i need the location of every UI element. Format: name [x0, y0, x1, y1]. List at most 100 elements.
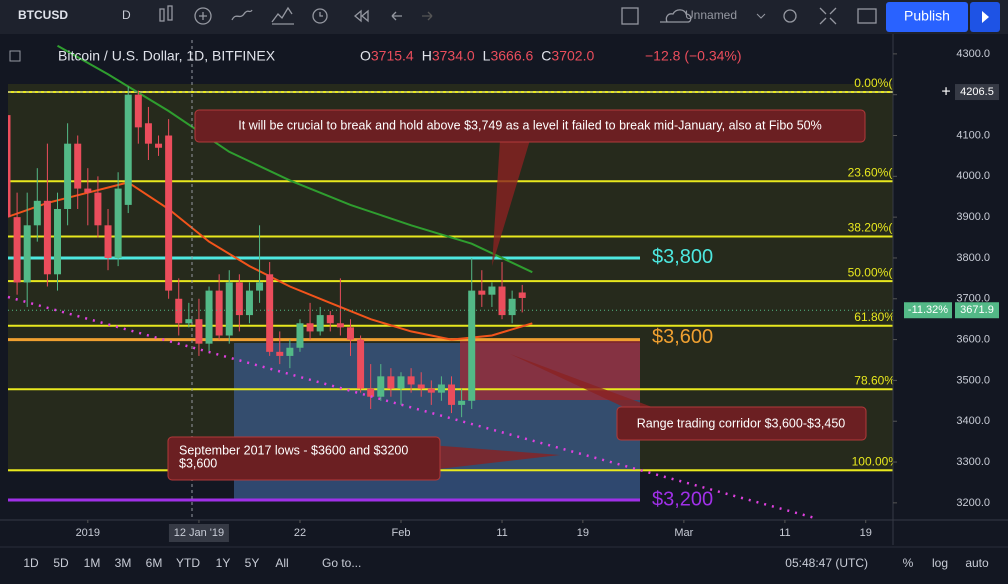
- candle-body: [104, 225, 112, 258]
- ohlc-value: 3715.4: [371, 48, 414, 64]
- candle-body: [23, 225, 31, 283]
- callout-box: [616, 406, 867, 441]
- candle-body: [134, 94, 142, 128]
- candle-body: [144, 123, 152, 144]
- ohlc-value: 3734.0: [432, 48, 475, 64]
- callout-pointer: [430, 445, 560, 470]
- callout-pointer: [492, 140, 530, 266]
- candle-body: [367, 388, 375, 397]
- range-button[interactable]: 5D: [53, 556, 69, 570]
- range-button[interactable]: YTD: [176, 556, 200, 570]
- fib-label: 100.00%: [852, 454, 900, 468]
- callout-box: [194, 109, 866, 143]
- fib-label: 0.00%(4: [854, 76, 899, 90]
- symbol[interactable]: BTCUSD: [18, 8, 68, 22]
- level-label: $3,800: [652, 246, 713, 268]
- x-tick-label: 22: [294, 527, 306, 539]
- toolbar-icons[interactable]: [159, 5, 877, 25]
- dropdown[interactable]: [756, 13, 766, 19]
- candle-body: [316, 315, 324, 332]
- callout-text: It will be crucial to break and hold abo…: [238, 118, 821, 132]
- candle-body: [488, 286, 496, 295]
- candle-body: [286, 347, 294, 356]
- candle-body: [74, 143, 82, 189]
- x-tick-label: 11: [496, 527, 507, 539]
- trend-line: [7, 295, 816, 520]
- publish-label[interactable]: Publish: [904, 8, 950, 24]
- candle-body: [114, 188, 122, 258]
- x-tick-label: Feb: [392, 527, 411, 539]
- x-tick-label: 12 Jan '19: [174, 527, 224, 539]
- clock: 05:48:47 (UTC): [785, 556, 868, 570]
- candle-body: [336, 323, 344, 328]
- y-tick-label: 3600.0: [956, 333, 990, 345]
- range-button[interactable]: 3M: [115, 556, 132, 570]
- range-button[interactable]: 6M: [146, 556, 163, 570]
- candle-body: [165, 135, 173, 291]
- candle-body: [508, 298, 516, 316]
- ohlc-key: L: [483, 48, 491, 64]
- log-toggle[interactable]: log: [932, 556, 948, 570]
- candle-body: [478, 290, 486, 295]
- percent-toggle[interactable]: %: [903, 556, 914, 570]
- candle-body: [437, 384, 445, 393]
- candle-body: [256, 282, 264, 291]
- range-button[interactable]: 5Y: [245, 556, 260, 570]
- auto-toggle[interactable]: auto: [965, 556, 989, 570]
- range-button[interactable]: 1D: [23, 556, 39, 570]
- candle-body: [225, 282, 233, 336]
- candle-body: [306, 323, 314, 332]
- candle-body: [377, 376, 385, 397]
- candle-body: [346, 327, 354, 340]
- candle-body: [448, 384, 456, 405]
- goto[interactable]: Go to...: [322, 556, 361, 570]
- ohlc-value: 3666.6: [490, 48, 533, 64]
- y-tick-label: 3200.0: [956, 497, 990, 509]
- x-tick-label: 2019: [76, 527, 100, 539]
- candle-body: [427, 388, 435, 393]
- last-price-tag: [955, 302, 999, 319]
- range-button[interactable]: 1M: [84, 556, 101, 570]
- candle-body: [296, 323, 304, 348]
- chart-title: Bitcoin / U.S. Dollar, 1D, BITFINEX: [58, 48, 276, 64]
- axes: 4300.04200.04100.04000.03900.03800.03700…: [8, 48, 999, 542]
- level-label: $3,200: [652, 488, 713, 510]
- play-icon: [982, 11, 989, 23]
- candle-body: [397, 376, 405, 389]
- publish-button[interactable]: [886, 2, 968, 32]
- y-tick-label: 4100.0: [956, 129, 990, 141]
- candle-body: [124, 94, 132, 205]
- fib-label: 78.60%(: [854, 373, 899, 387]
- interval[interactable]: D: [122, 8, 131, 22]
- callout-text: September 2017 lows - $3600 and $3200: [179, 443, 408, 457]
- y-tick-label: 3700.0: [956, 293, 990, 305]
- candle-body: [94, 192, 102, 226]
- candle-body: [13, 217, 21, 283]
- candle-body: [54, 208, 62, 275]
- collapse-icon[interactable]: [9, 50, 21, 62]
- candle-body: [43, 200, 51, 275]
- callout-pointer: [510, 354, 660, 410]
- candle-body: [245, 290, 253, 316]
- layout-name[interactable]: Unnamed: [685, 8, 737, 22]
- candle-body: [185, 319, 193, 324]
- crosshair-price-box: [955, 84, 999, 101]
- candle-body: [175, 298, 183, 324]
- change-label: -11.32%: [908, 304, 948, 316]
- range-button[interactable]: All: [275, 556, 288, 570]
- candle-body: [155, 143, 163, 148]
- ohlc-key: O: [360, 48, 371, 64]
- range-button[interactable]: 1Y: [216, 556, 231, 570]
- candle-body: [387, 376, 395, 389]
- candle-body: [468, 290, 476, 401]
- crosshair-date-box: [168, 524, 229, 542]
- callout-text: $3,600: [179, 456, 217, 470]
- y-tick-label: 4000.0: [956, 170, 990, 182]
- ohlc-key: C: [541, 48, 551, 64]
- footer: 1D 5D 1M 3M 6M YTD 1Y 5Y All: [23, 556, 288, 570]
- y-tick-label: 4300.0: [956, 48, 990, 60]
- y-tick-label: 3800.0: [956, 252, 990, 264]
- callout-text: Range trading corridor $3,600-$3,450: [637, 416, 846, 430]
